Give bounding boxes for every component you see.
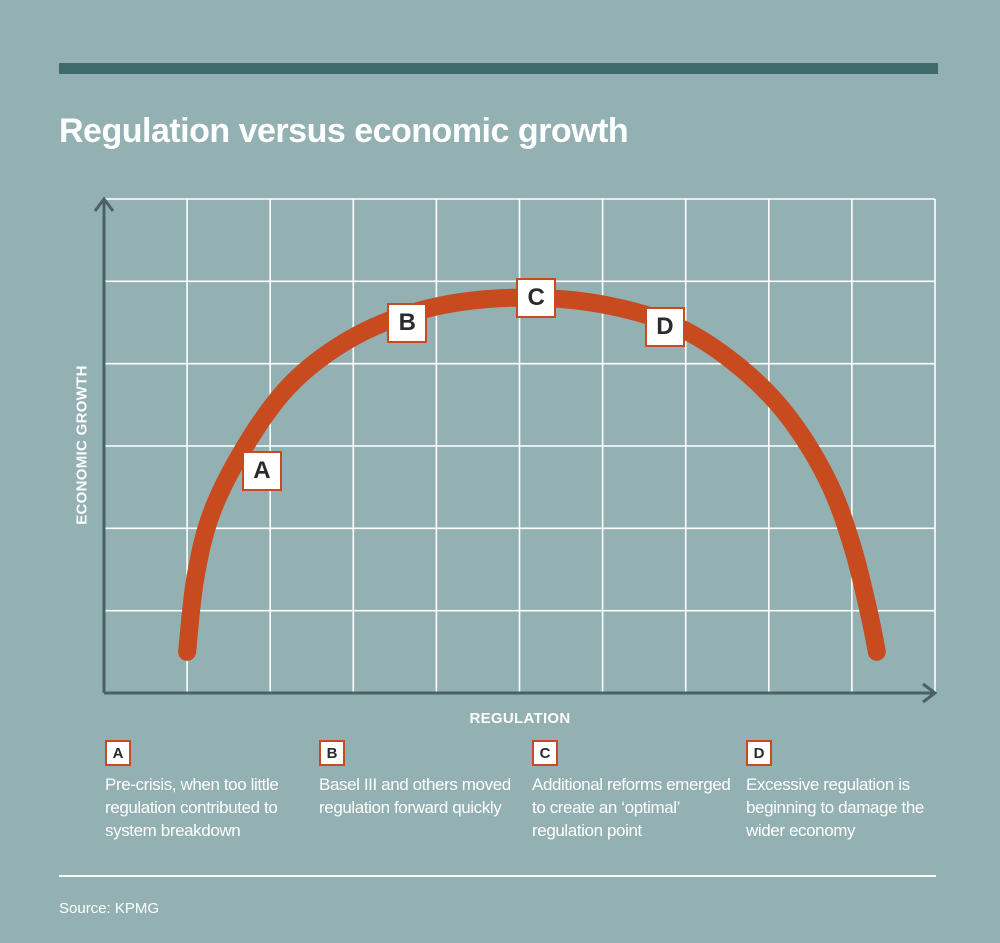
y-axis-arrow-icon xyxy=(93,196,115,212)
note-b: B Basel III and others moved regulation … xyxy=(319,740,519,819)
note-text-d: Excessive regulation is beginning to dam… xyxy=(746,775,924,840)
x-axis-label: REGULATION xyxy=(469,710,571,727)
growth-curve xyxy=(178,288,886,661)
top-rule xyxy=(59,63,938,74)
chart-title: Regulation versus economic growth xyxy=(59,112,629,150)
marker-a: A xyxy=(241,450,282,491)
note-key-c: C xyxy=(532,740,558,766)
note-key-b: B xyxy=(319,740,345,766)
bottom-rule xyxy=(59,875,936,877)
note-text-c: Additional reforms emerged to create an … xyxy=(532,775,731,840)
note-text-b: Basel III and others moved regulation fo… xyxy=(319,775,511,817)
note-c: C Additional reforms emerged to create a… xyxy=(532,740,732,842)
x-axis-arrow-icon xyxy=(922,682,938,704)
chart xyxy=(93,196,938,704)
marker-c: C xyxy=(516,277,557,318)
y-axis-label: ECONOMIC GROWTH xyxy=(73,365,91,525)
note-text-a: Pre-crisis, when too little regulation c… xyxy=(105,775,279,840)
source-note: Source: KPMG xyxy=(59,900,160,917)
marker-d: D xyxy=(644,306,685,347)
note-a: A Pre-crisis, when too little regulation… xyxy=(105,740,305,842)
marker-b: B xyxy=(387,302,428,343)
note-key-a: A xyxy=(105,740,131,766)
note-key-d: D xyxy=(746,740,772,766)
note-d: D Excessive regulation is beginning to d… xyxy=(746,740,946,842)
